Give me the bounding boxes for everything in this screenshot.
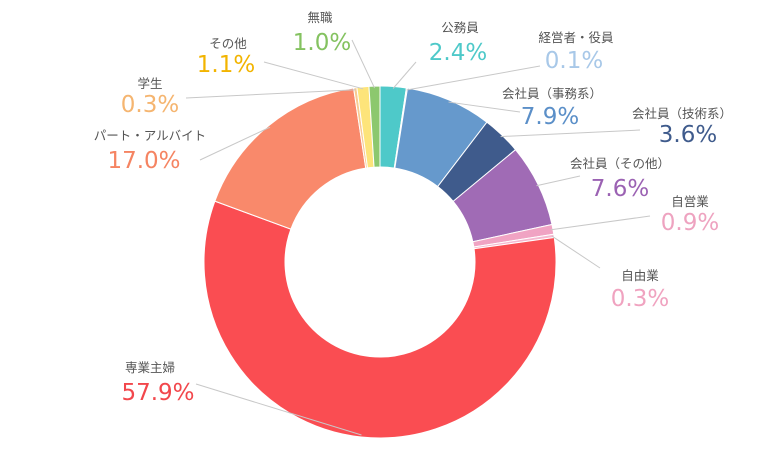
slice-label-3: 会社員（技術系）	[632, 106, 732, 121]
slice-value-10: 1.1%	[197, 52, 255, 78]
leader-line-10	[263, 61, 364, 90]
slice-value-9: 0.3%	[121, 92, 179, 118]
slice-label-7: 専業主婦	[125, 360, 175, 375]
slice-label-0: 公務員	[441, 20, 479, 35]
leader-line-1	[406, 65, 541, 91]
leader-line-0	[392, 61, 417, 89]
slice-value-4: 7.6%	[591, 176, 649, 202]
slice-value-11: 1.0%	[293, 30, 351, 56]
slice-label-8: パート・アルバイト	[94, 128, 206, 143]
slice-7	[203, 200, 557, 439]
slice-value-1: 0.1%	[545, 48, 603, 74]
slice-label-1: 経営者・役員	[538, 30, 614, 45]
slice-label-2: 会社員（事務系）	[502, 86, 602, 101]
slice-label-4: 会社員（その他）	[570, 156, 670, 171]
slice-11	[368, 85, 381, 168]
leader-line-5	[550, 215, 651, 231]
slice-8	[214, 87, 367, 230]
slice-value-7: 57.9%	[121, 380, 194, 406]
slice-label-11: 無職	[307, 10, 333, 25]
leader-line-9	[185, 89, 356, 99]
slice-label-5: 自営業	[671, 194, 709, 209]
slice-value-6: 0.3%	[611, 286, 669, 312]
leader-line-2	[448, 101, 521, 113]
leader-line-3	[500, 129, 641, 138]
slice-label-10: その他	[209, 36, 247, 51]
slice-value-3: 3.6%	[659, 122, 717, 148]
slice-label-9: 学生	[137, 76, 162, 91]
leader-line-7	[195, 383, 362, 436]
slices-group	[203, 85, 557, 439]
slice-value-2: 7.9%	[521, 104, 579, 130]
leader-line-4	[536, 175, 581, 187]
leader-line-11	[351, 39, 375, 89]
slice-value-0: 2.4%	[429, 40, 487, 66]
slice-value-8: 17.0%	[107, 148, 180, 174]
leader-line-6	[551, 235, 601, 269]
leader-line-8	[199, 126, 271, 161]
slice-label-6: 自由業	[621, 268, 659, 283]
slice-value-5: 0.9%	[661, 210, 719, 236]
labels-group: 公務員 2.4% 経営者・役員 0.1% 会社員（事務系） 7.9% 会社員（技術系）3.6…	[94, 10, 732, 406]
leader-lines-group	[185, 39, 651, 436]
